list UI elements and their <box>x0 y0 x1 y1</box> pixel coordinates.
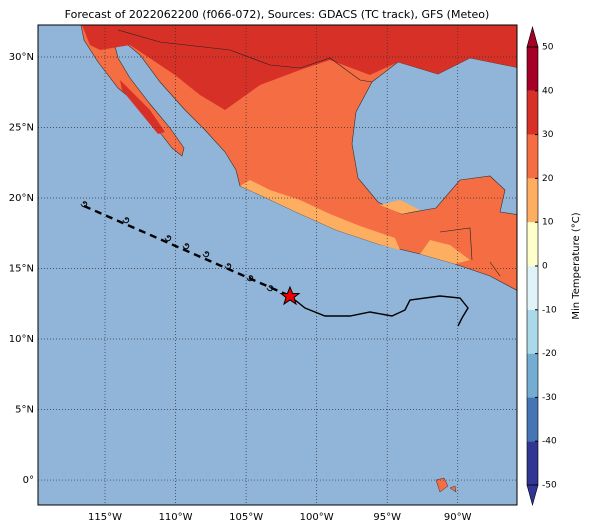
cyclone-symbol: ૭ <box>81 199 88 210</box>
lat-tick-label: 25°N <box>9 123 34 134</box>
warm-patches <box>240 180 470 264</box>
lat-tick-label: 30°N <box>9 52 34 63</box>
colorbar-tick-label: 50 <box>542 43 554 53</box>
lat-tick-label: 15°N <box>9 264 34 275</box>
colorbar-tick-label: -40 <box>542 437 557 447</box>
colorbar-band <box>527 134 538 179</box>
cyclone-symbol: ૭ <box>247 273 254 284</box>
colorbar-band <box>527 178 538 223</box>
colorbar-tick-label: -20 <box>542 349 557 359</box>
lake <box>432 268 444 276</box>
lat-tick-label: 0° <box>23 475 34 486</box>
lon-tick-label: 110°W <box>159 512 193 523</box>
hot-zone-baja <box>120 80 165 134</box>
colorbar: -50 -40 -30 -20 -10 0 10 20 30 40 50 <box>526 25 557 507</box>
colorbar-band <box>527 90 538 135</box>
map-frame <box>37 24 518 506</box>
current-position <box>279 285 301 306</box>
lon-tick-label: 100°W <box>300 512 334 523</box>
colorbar-tick-label: 40 <box>542 86 554 96</box>
colorbar-band <box>527 309 538 354</box>
colorbar-arrow-bottom <box>526 484 539 507</box>
graticule <box>38 25 517 505</box>
lat-tick-label: 5°N <box>15 405 34 416</box>
colorbar-label: Min Temperature (°C) <box>571 212 582 319</box>
cyclone-symbol: ૭ <box>267 283 274 294</box>
lat-tick-label: 10°N <box>9 334 34 345</box>
borders <box>117 29 501 277</box>
cyclone-symbol: ૭ <box>225 261 232 272</box>
colorbar-band <box>527 441 538 485</box>
cyclone-symbols: ૭ ૭ ૭ ૭ ૭ ૭ ૭ ૭ <box>81 199 274 294</box>
colorbar-tick-label: -30 <box>542 393 557 403</box>
lon-tick-label: 115°W <box>88 512 122 523</box>
islands <box>435 477 457 493</box>
cyclone-symbol: ૭ <box>123 215 130 226</box>
colorbar-band <box>527 266 538 310</box>
cyclone-symbol: ૭ <box>203 249 210 260</box>
colorbar-band <box>527 397 538 442</box>
lon-tick-label: 90°W <box>444 512 472 523</box>
map-area: ૭ ૭ ૭ ૭ ૭ ૭ ૭ ૭ <box>38 25 517 505</box>
hot-zone-north <box>82 25 517 110</box>
lon-tick-label: 95°W <box>373 512 401 523</box>
colorbar-tick-label: 10 <box>542 218 554 228</box>
lat-tick-label: 20°N <box>9 193 34 204</box>
colorbar-band <box>527 353 538 398</box>
colorbar-tick-label: -50 <box>542 481 557 491</box>
colorbar-tick-label: 30 <box>542 130 554 140</box>
map-title: Forecast of 2022062200 (f066-072), Sourc… <box>65 8 490 21</box>
colorbar-band <box>527 222 538 266</box>
cyclone-symbol: ૭ <box>165 233 172 244</box>
past-track <box>289 295 469 327</box>
colorbar-tick-label: 0 <box>542 262 548 272</box>
colorbar-arrow-top <box>526 25 539 48</box>
colorbar-band <box>527 47 538 91</box>
cyclone-symbol: ૭ <box>183 241 190 252</box>
colorbar-tick-label: 20 <box>542 174 554 184</box>
lon-tick-label: 105°W <box>229 512 263 523</box>
colorbar-tick-label: -10 <box>542 305 557 315</box>
forecast-track <box>83 204 291 298</box>
